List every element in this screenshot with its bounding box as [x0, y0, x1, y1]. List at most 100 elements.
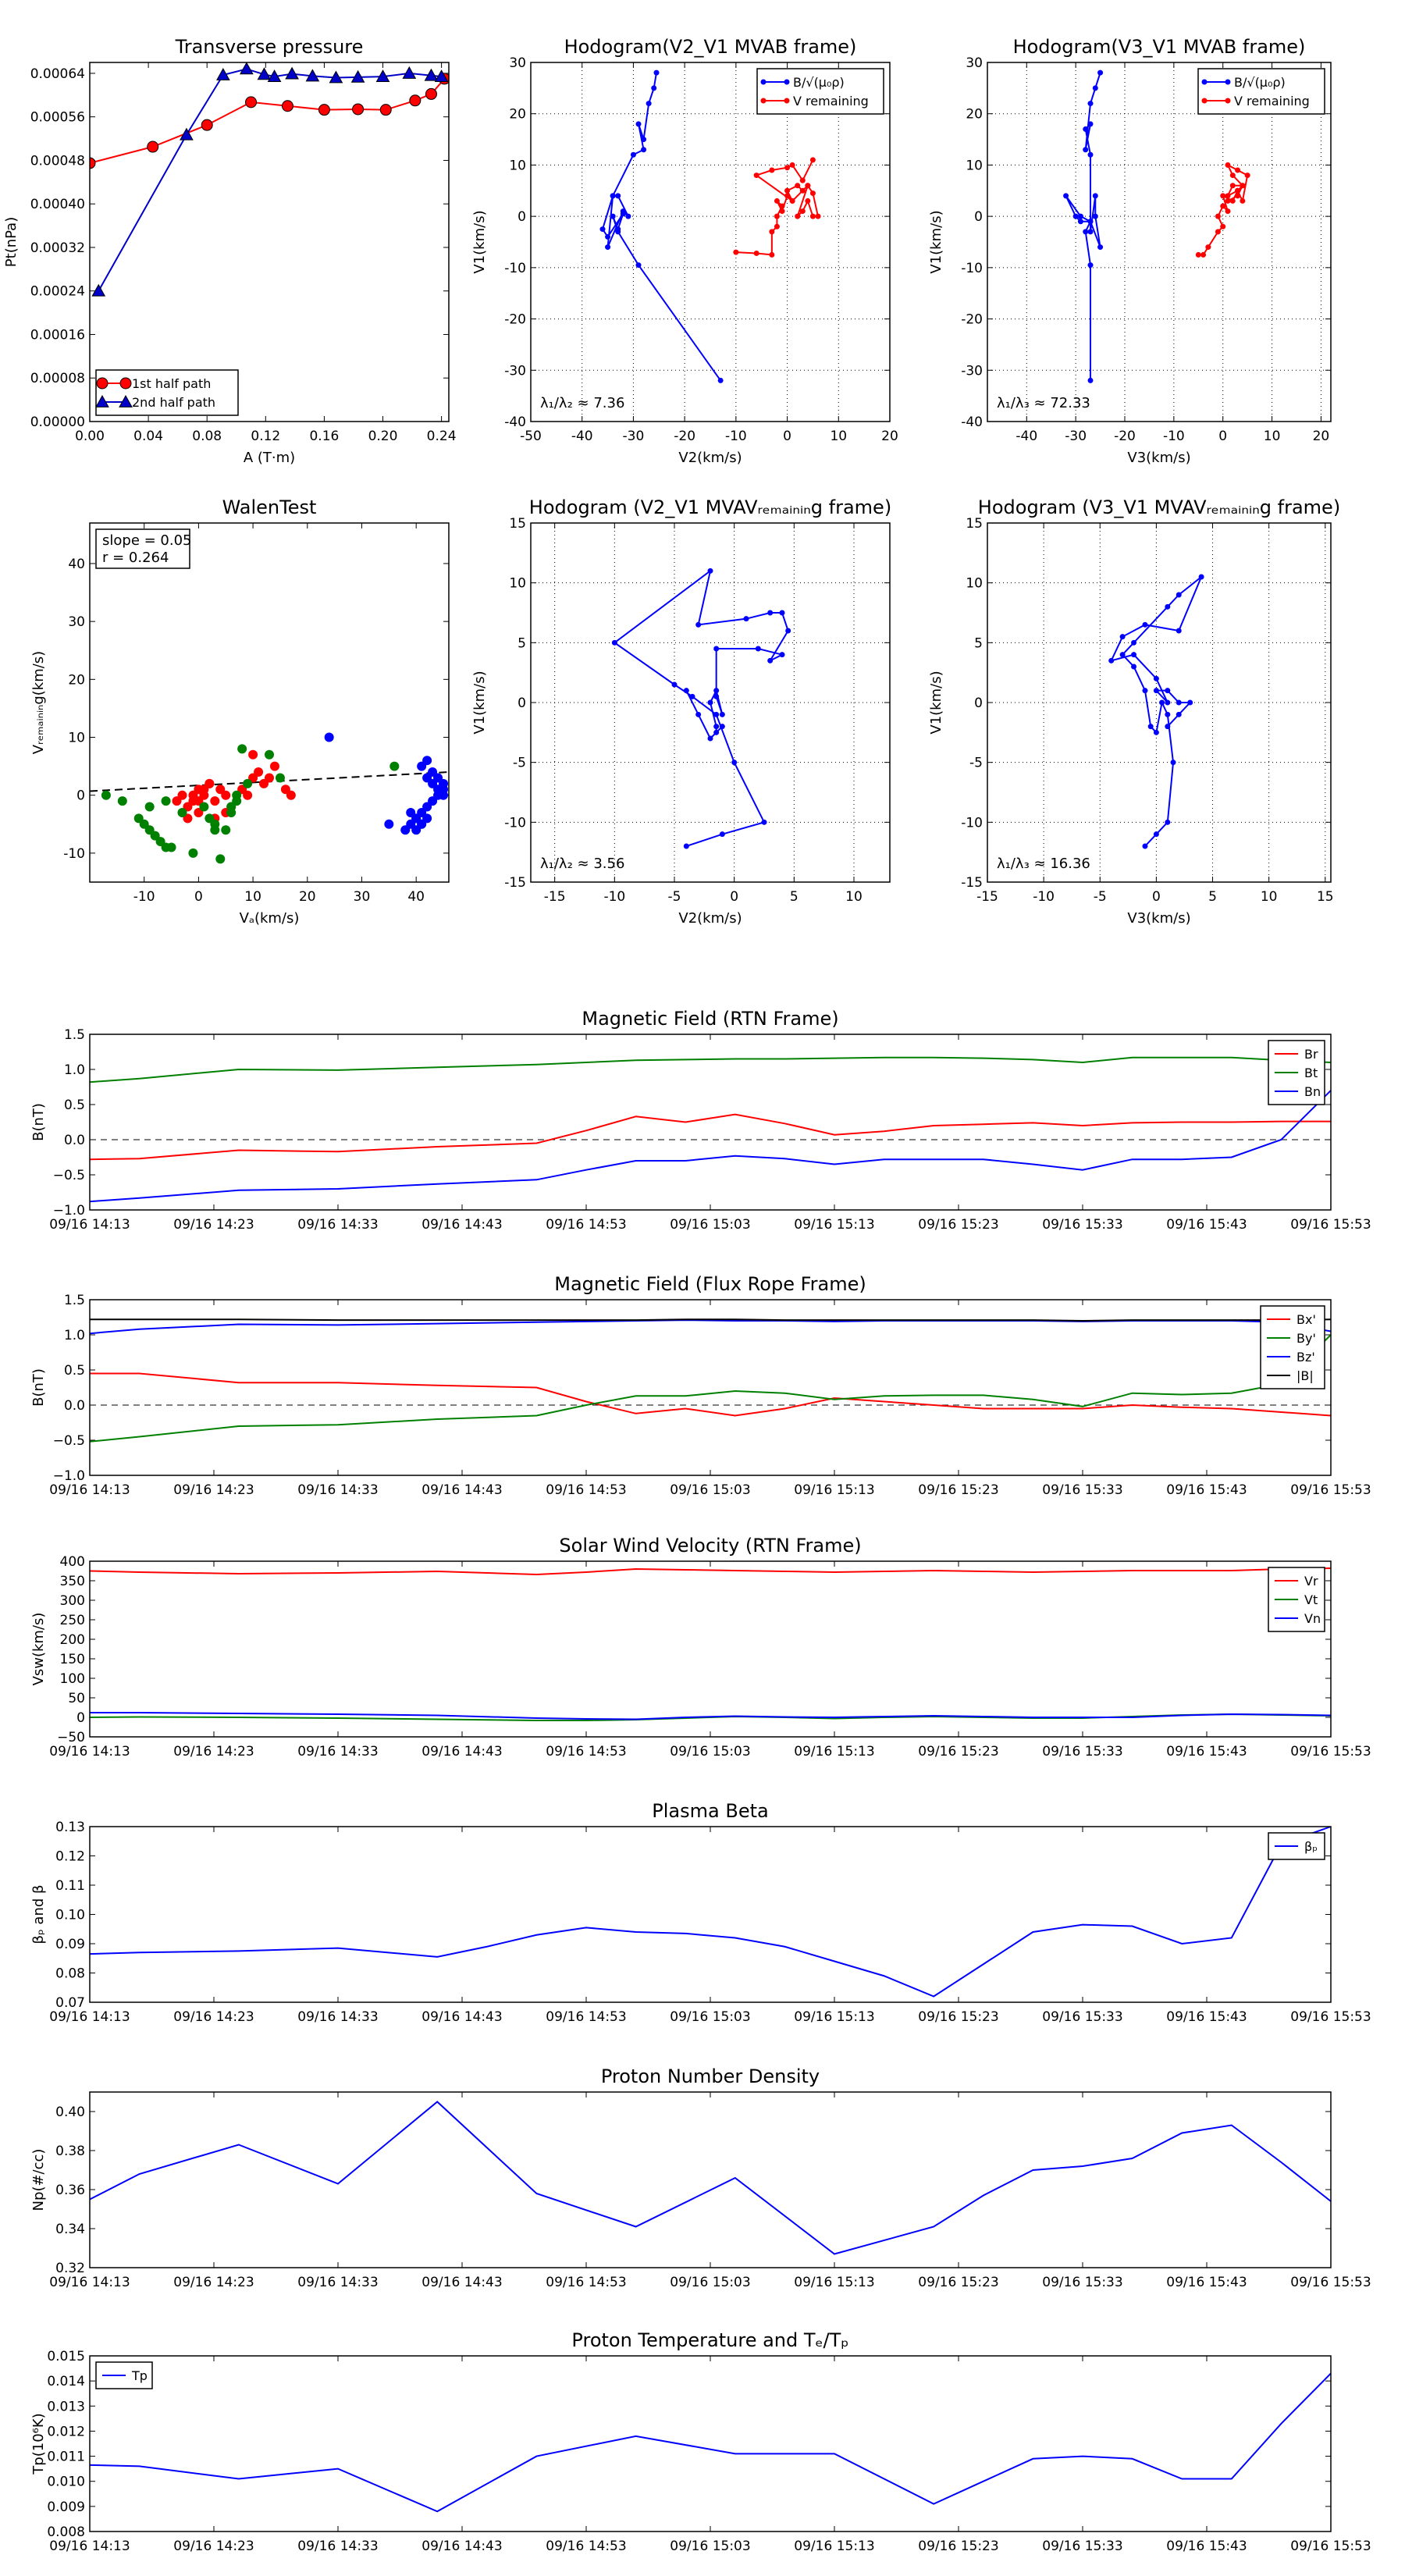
y-axis-label: B(nT): [30, 1368, 47, 1407]
data-point: [717, 377, 724, 383]
y-axis-label: βₚ and β: [30, 1885, 47, 1944]
data-point: [439, 790, 449, 800]
y-tick-label: 200: [60, 1632, 85, 1648]
x-tick-label: 0.12: [251, 429, 280, 444]
x-tick-label: 10: [244, 889, 261, 905]
x-tick-label: 10: [845, 889, 863, 905]
x-tick-label: 09/16 15:03: [670, 1482, 750, 1498]
data-point: [1220, 223, 1226, 229]
y-tick-label: 10: [68, 731, 85, 746]
x-tick-label: 09/16 15:33: [1042, 1482, 1122, 1498]
data-point: [384, 819, 394, 829]
data-point: [1225, 162, 1231, 168]
data-point: [1077, 213, 1083, 219]
data-point: [232, 790, 242, 800]
plot-frame: [89, 62, 450, 422]
x-tick-label: 09/16 14:13: [49, 1744, 130, 1759]
legend-marker: [1201, 98, 1208, 104]
data-point: [799, 177, 806, 183]
data-point: [257, 67, 272, 80]
legend-label: Vt: [1304, 1592, 1318, 1607]
data-point: [635, 262, 642, 269]
data-point: [713, 688, 720, 694]
plot-frame: [987, 522, 1332, 883]
ratio-annotation: λ₁/λ₂ ≈ 7.36: [540, 395, 624, 411]
x-tick-label: 09/16 14:33: [297, 2539, 378, 2554]
data-point: [177, 790, 187, 800]
legend: Vr Vt Vn: [1268, 1567, 1325, 1632]
data-point: [425, 87, 437, 100]
legend-marker: [784, 98, 790, 104]
data-point: [805, 197, 811, 204]
x-tick-label: 09/16 15:43: [1166, 1482, 1247, 1498]
data-point: [210, 796, 220, 806]
y-tick-label: 0: [974, 209, 983, 225]
y-tick-label: -40: [961, 415, 983, 430]
legend-label: By': [1297, 1331, 1316, 1346]
chart-title: Solar Wind Velocity (RTN Frame): [559, 1535, 861, 1557]
y-tick-label: 0.00032: [30, 240, 85, 256]
data-point: [1119, 634, 1126, 640]
data-point: [779, 203, 785, 209]
data-point: [707, 568, 713, 574]
y-tick-label: -10: [504, 815, 526, 831]
data-point: [1092, 85, 1098, 91]
x-tick-label: -10: [1163, 429, 1185, 444]
data-point: [695, 711, 702, 717]
x-tick-label: 20: [881, 429, 898, 444]
data-point: [422, 813, 432, 824]
x-tick-label: 09/16 15:53: [1290, 1217, 1371, 1233]
y-tick-label: 30: [966, 55, 983, 71]
x-tick-label: 09/16 15:33: [1042, 2275, 1122, 2290]
y-tick-label: 1.0: [64, 1062, 85, 1078]
series-line-0: [613, 568, 789, 847]
y-tick-label: -10: [504, 261, 526, 276]
legend-label: V remaining: [793, 94, 869, 109]
y-tick-label: -5: [513, 756, 526, 771]
y-tick-label: -40: [504, 415, 526, 430]
x-tick-label: 09/16 15:03: [670, 2539, 750, 2554]
data-point: [599, 226, 606, 233]
y-axis-label: B(nT): [30, 1103, 47, 1141]
data-point: [1244, 173, 1250, 179]
x-tick-label: 09/16 15:43: [1166, 2539, 1247, 2554]
data-point: [201, 119, 213, 131]
data-point: [809, 157, 816, 163]
data-point: [615, 193, 621, 199]
x-tick-label: 0.00: [75, 429, 105, 444]
ratio-annotation: λ₁/λ₃ ≈ 72.33: [997, 395, 1090, 411]
ratio-annotation: λ₁/λ₂ ≈ 3.56: [540, 856, 624, 872]
x-tick-label: 20: [1313, 429, 1330, 444]
x-tick-label: -10: [725, 429, 747, 444]
x-tick-label: -20: [674, 429, 695, 444]
legend-label: Br: [1304, 1047, 1318, 1062]
legend-label: βₚ: [1304, 1839, 1318, 1854]
data-point: [166, 842, 176, 852]
x-tick-label: 09/16 15:13: [794, 1744, 874, 1759]
legend: B/√(μ₀ρ) V remaining: [756, 68, 884, 115]
y-tick-label: 0.13: [55, 1820, 85, 1835]
data-point: [753, 173, 759, 179]
x-tick-label: 09/16 15:53: [1290, 1482, 1371, 1498]
y-tick-label: 0: [76, 788, 85, 804]
x-axis-label: V3(km/s): [1127, 910, 1190, 927]
plot-area: [90, 2101, 1331, 2255]
series-line-vn: [90, 1712, 1331, 1720]
y-tick-label: -20: [504, 312, 526, 328]
data-point: [653, 69, 660, 76]
data-point: [1153, 675, 1159, 681]
data-point: [1225, 197, 1231, 204]
y-tick-label: 1.5: [64, 1027, 85, 1043]
y-tick-label: 250: [60, 1613, 85, 1628]
x-tick-label: -10: [603, 889, 625, 905]
data-point: [1153, 729, 1159, 735]
x-tick-label: 09/16 14:13: [49, 1217, 130, 1233]
legend-label: V remaining: [1234, 94, 1310, 109]
data-point: [1176, 592, 1182, 598]
chart-mag_rtn: Magnetic Field (RTN Frame) 09/16 14:13 09/…: [30, 1008, 1371, 1233]
plot-area: [90, 1827, 1331, 1998]
legend: Bx' By' Bz' |B|: [1260, 1305, 1325, 1389]
x-tick-label: 09/16 15:13: [794, 2539, 874, 2554]
y-tick-label: 20: [68, 672, 85, 688]
x-tick-label: 09/16 14:53: [546, 2275, 626, 2290]
